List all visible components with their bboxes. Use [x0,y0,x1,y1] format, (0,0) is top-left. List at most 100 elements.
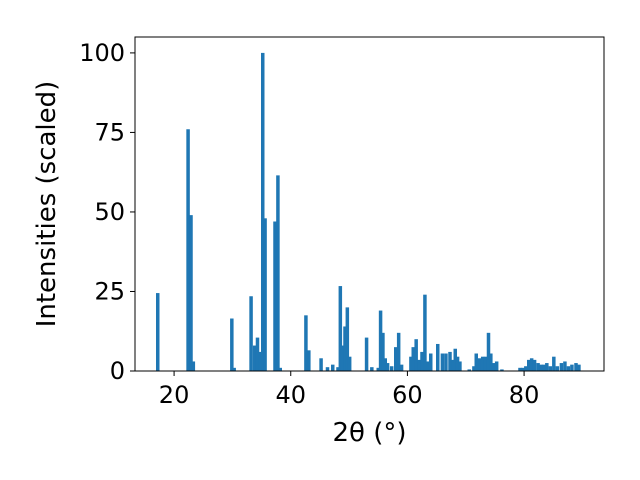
y-axis-ticks: 0 25 50 75 100 [79,39,135,385]
bar [480,356,485,371]
bar [478,358,482,371]
y-tick-label: 100 [79,39,125,67]
bar [417,359,421,371]
bar [261,52,265,372]
bar [440,353,445,371]
bar [574,363,578,371]
bar [336,367,340,371]
bar [338,286,343,371]
bar [566,366,571,371]
bar [527,359,531,371]
bar [340,345,345,371]
bar [474,353,478,371]
y-tick-label: 25 [94,277,125,305]
bar [414,339,418,371]
bar [389,366,394,371]
bar [436,343,440,371]
bar [276,175,280,371]
bar [483,356,488,371]
bar [396,332,401,371]
bar [559,363,564,371]
bar [319,358,323,371]
bar-series [156,52,581,372]
bar [273,221,277,371]
bar [563,361,567,371]
bar [448,351,452,371]
bar [249,296,253,371]
bar [189,215,193,371]
x-axis-ticks: 20 40 60 80 [159,371,540,409]
bar [191,361,196,371]
bar [548,366,553,371]
bar [552,356,556,371]
bar [458,361,462,371]
bar [570,364,574,371]
bar [230,318,234,371]
bar [411,347,415,371]
bar [542,364,546,371]
bar [258,351,263,371]
bar [500,369,504,371]
y-tick-label: 50 [94,198,125,226]
plot-frame [134,36,605,372]
bar [545,363,549,371]
bar [409,356,413,371]
bar [381,332,385,371]
bar [345,307,350,371]
y-tick-label: 0 [110,357,125,385]
bar [444,353,448,371]
bar [376,367,380,371]
bar [325,367,330,371]
bar [489,353,493,371]
bar [156,293,160,371]
bar [304,315,308,371]
bar [255,337,260,371]
bar [455,356,460,371]
x-tick-label: 60 [392,381,423,409]
bar [186,129,190,371]
bar [521,367,525,371]
bar [492,363,496,371]
y-tick-label: 75 [94,118,125,146]
bar [263,218,267,371]
bar [429,353,433,371]
bar [343,326,347,371]
bar [494,361,499,371]
bar [555,366,560,371]
x-tick-label: 80 [509,381,540,409]
bar [518,367,522,371]
bar [529,358,534,371]
bar [232,367,236,371]
bar [532,359,537,371]
bar [426,361,430,371]
bar [278,367,282,371]
bar [539,364,543,371]
bar [331,364,335,371]
bar [536,363,540,371]
bar [378,310,383,371]
x-tick-label: 20 [159,381,190,409]
bar [383,358,387,371]
bar [423,294,427,371]
y-axis-label: Intensities (scaled) [32,81,62,328]
bar [370,367,374,371]
bar [524,366,528,371]
bar [420,351,424,371]
x-tick-label: 40 [275,381,306,409]
bar [467,369,471,371]
bar [252,345,257,371]
bar [399,364,404,371]
bar [472,366,476,371]
bar [486,332,491,371]
bar [307,350,311,371]
bar [451,359,455,371]
bar [577,364,581,371]
bar [385,363,390,371]
bar [394,347,398,371]
x-axis-label: 2θ (°) [332,418,406,448]
bar [347,356,352,371]
bar [453,348,457,371]
bar [364,337,369,371]
